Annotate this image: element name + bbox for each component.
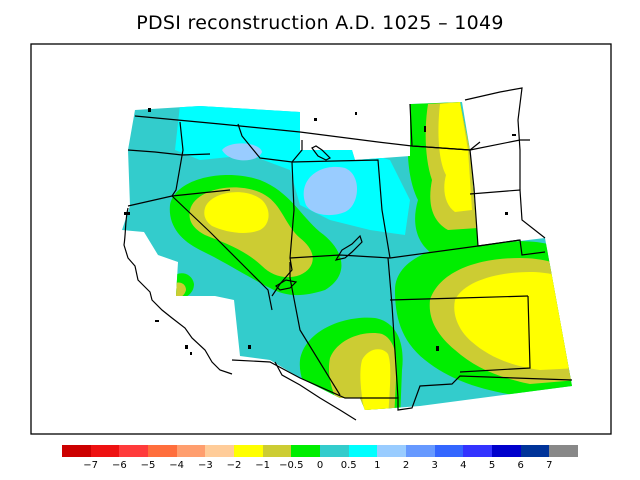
border-id-mt xyxy=(237,123,303,163)
dry-region-south-yellow xyxy=(360,349,391,410)
legend-swatch xyxy=(463,445,493,457)
legend-label: 0 xyxy=(316,460,324,471)
dry-region-north-yellow xyxy=(438,102,472,212)
legend-label: −7 xyxy=(83,460,99,471)
border-dakotas xyxy=(469,149,479,247)
border-co-nm xyxy=(389,295,529,301)
border-nv-ut xyxy=(271,161,295,297)
map-title: PDSI reconstruction A.D. 1025 – 1049 xyxy=(136,12,504,34)
legend-label: 5 xyxy=(488,460,496,471)
map-dots xyxy=(124,108,516,355)
legend-swatch xyxy=(520,445,550,457)
gulf-california-coast xyxy=(274,361,357,421)
border-great-lakes xyxy=(469,139,530,151)
legend-swatch xyxy=(90,445,120,457)
legend-swatch xyxy=(348,445,378,457)
legend-label: −5 xyxy=(140,460,156,471)
color-legend: −7 −6 −5 −4 −3 −2 −1 −0.5 0 0.5 1 2 3 4 5 6 7 xyxy=(62,445,579,475)
legend-label: 3 xyxy=(431,460,438,471)
legend-swatch xyxy=(119,445,149,457)
border-idaho-west xyxy=(171,121,184,197)
yellowstone-lake xyxy=(311,145,332,161)
legend-label: 7 xyxy=(546,460,553,471)
legend-swatch xyxy=(377,445,407,457)
lake-mead xyxy=(275,279,298,291)
border-wyoming xyxy=(291,159,391,259)
border-mt-dakotas xyxy=(409,103,471,151)
legend-swatch xyxy=(492,445,522,457)
legend-swatch xyxy=(406,445,436,457)
legend-swatch xyxy=(205,445,235,457)
legend-swatch xyxy=(291,445,321,457)
very-wet-region-wyoming xyxy=(303,166,358,216)
legend-label: 2 xyxy=(402,460,410,471)
border-nm-tx xyxy=(459,295,531,373)
border-nd-mn xyxy=(464,87,523,190)
legend-label: −1 xyxy=(255,460,271,471)
border-sd-ne xyxy=(469,189,546,239)
pacific-coastline xyxy=(123,207,233,375)
legend-label: 0.5 xyxy=(340,460,357,471)
pdsi-field xyxy=(122,102,572,410)
legend-swatch xyxy=(434,445,464,457)
great-salt-lake xyxy=(334,234,363,261)
border-four-corners xyxy=(387,257,399,399)
legend-swatch xyxy=(234,445,264,457)
border-ut-co xyxy=(289,254,391,259)
legend-swatch xyxy=(320,445,350,457)
legend-label: −3 xyxy=(197,460,213,471)
border-az-nm xyxy=(289,262,341,396)
border-ks-ok xyxy=(477,239,546,256)
legend-label: −6 xyxy=(111,460,127,471)
legend-swatch xyxy=(262,445,292,457)
legend-swatch xyxy=(62,445,92,457)
legend-swatch xyxy=(549,445,579,457)
mexico-border xyxy=(231,359,573,411)
legend-label: 1 xyxy=(374,460,381,471)
dry-region-greatbasin-yellow xyxy=(204,192,269,233)
legend-label: −4 xyxy=(169,460,185,471)
legend-label: 4 xyxy=(460,460,467,471)
legend-label: 6 xyxy=(517,460,524,471)
dry-region-southeast-yellow xyxy=(454,272,572,370)
map-lines xyxy=(123,87,573,421)
legend-swatch xyxy=(148,445,178,457)
border-wa-or xyxy=(127,149,211,156)
legend-swatch xyxy=(176,445,206,457)
legend-label: −0.5 xyxy=(279,460,304,471)
legend-label: −2 xyxy=(226,460,242,471)
border-nv-ca xyxy=(171,195,273,311)
